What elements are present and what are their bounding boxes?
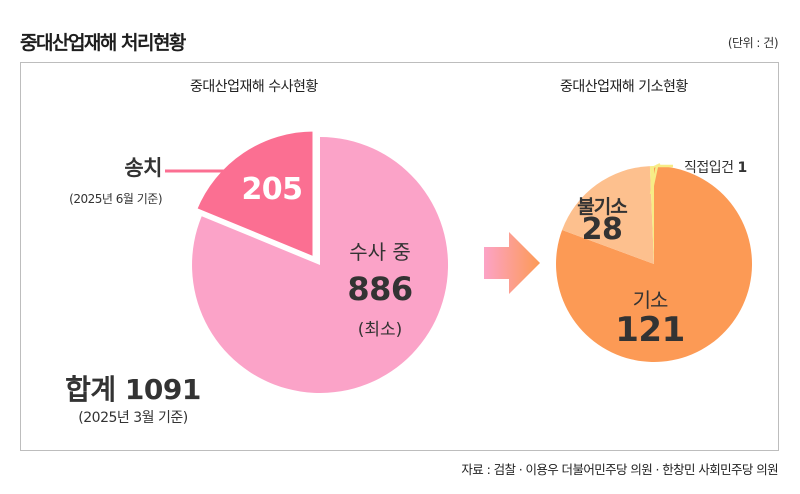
pie-slice-not-indicted <box>562 166 654 264</box>
pie-slice-sent <box>193 128 316 261</box>
page-title: 중대산업재해 처리현황 <box>20 32 186 54</box>
source-note: 자료 : 검찰 · 이용우 더불어민주당 의원 · 한창민 사회민주당 의원 <box>461 462 778 477</box>
investigating-label: 수사 중 <box>349 240 411 264</box>
direct-value: 1 <box>737 160 747 176</box>
pie-slice-investigating <box>192 137 449 393</box>
indicted-label: 기소 <box>632 288 669 312</box>
pie-slice-indicted <box>556 166 753 363</box>
left-pie <box>165 128 449 393</box>
indicted-value: 121 <box>615 310 685 350</box>
total-label: 합계 1091 <box>65 373 201 406</box>
sent-note: (2025년 6월 기준) <box>69 192 162 206</box>
right-chart-title: 중대산업재해 기소현황 <box>560 79 688 95</box>
investigating-note: (최소) <box>357 320 403 340</box>
direct-label: 직접입건 <box>684 160 734 176</box>
total-note: (2025년 3월 기준) <box>78 410 188 426</box>
chart-frame <box>20 62 779 451</box>
direct-label-group: 직접입건 1 <box>684 157 747 177</box>
direct-leader-line-2 <box>649 164 673 195</box>
not-indicted-label: 불기소 <box>577 196 627 218</box>
not-indicted-value: 28 <box>581 212 623 247</box>
unit-label: (단위 : 건) <box>727 36 779 50</box>
arrow-icon <box>484 232 540 294</box>
left-chart-title: 중대산업재해 수사현황 <box>190 79 318 95</box>
right-pie <box>556 163 753 363</box>
sent-value: 205 <box>241 172 303 207</box>
sent-label: 송치 <box>124 156 162 180</box>
investigating-value: 886 <box>347 270 413 308</box>
sent-label-group: 송치 <box>100 152 162 182</box>
